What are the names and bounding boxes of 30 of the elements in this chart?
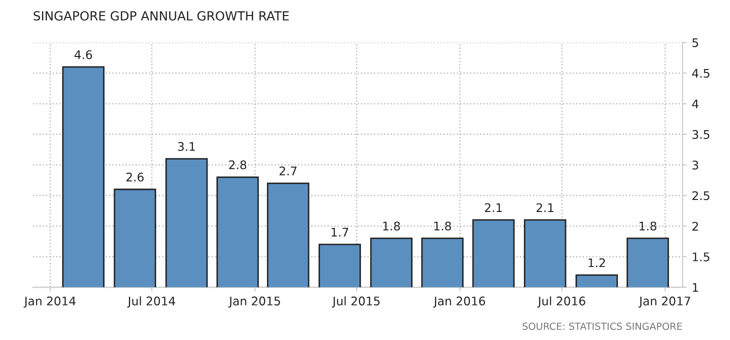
data-label: 3.1 [178,142,195,151]
data-label: 2.8 [229,160,246,170]
y-tick-label: 2.5 [692,191,710,200]
data-label: 1.2 [588,258,605,268]
x-tick-label: Jul 2014 [127,296,176,308]
data-label: 4.6 [74,50,92,60]
y-tick-label: 4.5 [692,68,710,78]
y-tick-label: 1 [692,283,698,292]
y-tick-label: 3.5 [692,130,710,139]
data-label: 1.8 [383,222,400,230]
x-tick-label: Jul 2016 [537,296,586,308]
y-tick-label: 5 [692,38,698,48]
y-tick-label: 1.5 [692,252,710,262]
data-label: 2.1 [484,203,502,212]
chart-title: SINGAPORE GDP ANNUAL GROWTH RATE [34,11,289,21]
data-label: 2.7 [280,166,297,176]
x-tick-label: Jan 2016 [433,296,486,308]
y-tick-label: 2 [692,222,698,231]
y-tick-label: 4 [692,100,698,108]
source-note: SOURCE: STATISTICS SINGAPORE [522,322,682,330]
data-label: 1.8 [434,222,451,230]
x-tick-label: Jul 2015 [332,296,380,308]
data-label: 1.7 [332,228,348,236]
data-label: 2.1 [536,203,554,212]
x-tick-label: Jan 2014 [24,296,76,308]
x-tick-label: Jan 2015 [228,296,280,308]
data-label: 2.6 [126,172,144,182]
data-label: 1.8 [640,222,656,230]
y-tick-label: 3 [692,160,698,170]
x-tick-label: Jan 2017 [638,296,690,308]
